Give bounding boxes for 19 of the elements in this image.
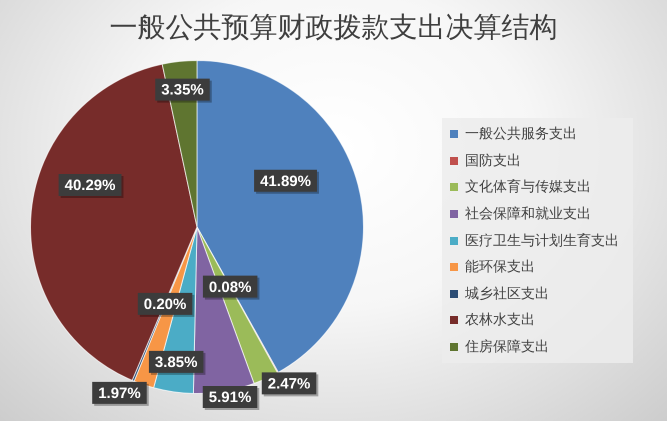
legend-label: 能环保支出 xyxy=(465,259,535,276)
data-label: 40.29% xyxy=(64,177,116,194)
data-label: 5.91% xyxy=(208,389,252,406)
data-label: 1.97% xyxy=(98,385,141,402)
chart-title: 一般公共预算财政拨款支出决算结构 xyxy=(110,12,558,44)
data-label: 3.85% xyxy=(154,354,198,372)
legend-label: 一般公共服务支出 xyxy=(465,126,577,142)
data-label: 3.35% xyxy=(161,82,204,99)
legend-label: 农林水支出 xyxy=(465,312,535,328)
legend-label: 住房保障支出 xyxy=(465,339,549,356)
legend-label: 医疗卫生与计划生育支出 xyxy=(465,232,619,249)
data-label: 0.08% xyxy=(208,278,252,296)
legend-label: 社会保障和就业支出 xyxy=(465,206,591,222)
data-label: 41.89% xyxy=(260,172,311,190)
legend-label: 文化体育与传媒支出 xyxy=(465,179,591,196)
data-label: 2.47% xyxy=(268,376,310,393)
legend-label: 城乡社区支出 xyxy=(465,286,549,302)
data-label: 0.20% xyxy=(144,296,186,314)
legend-label: 国防支出 xyxy=(465,152,521,169)
